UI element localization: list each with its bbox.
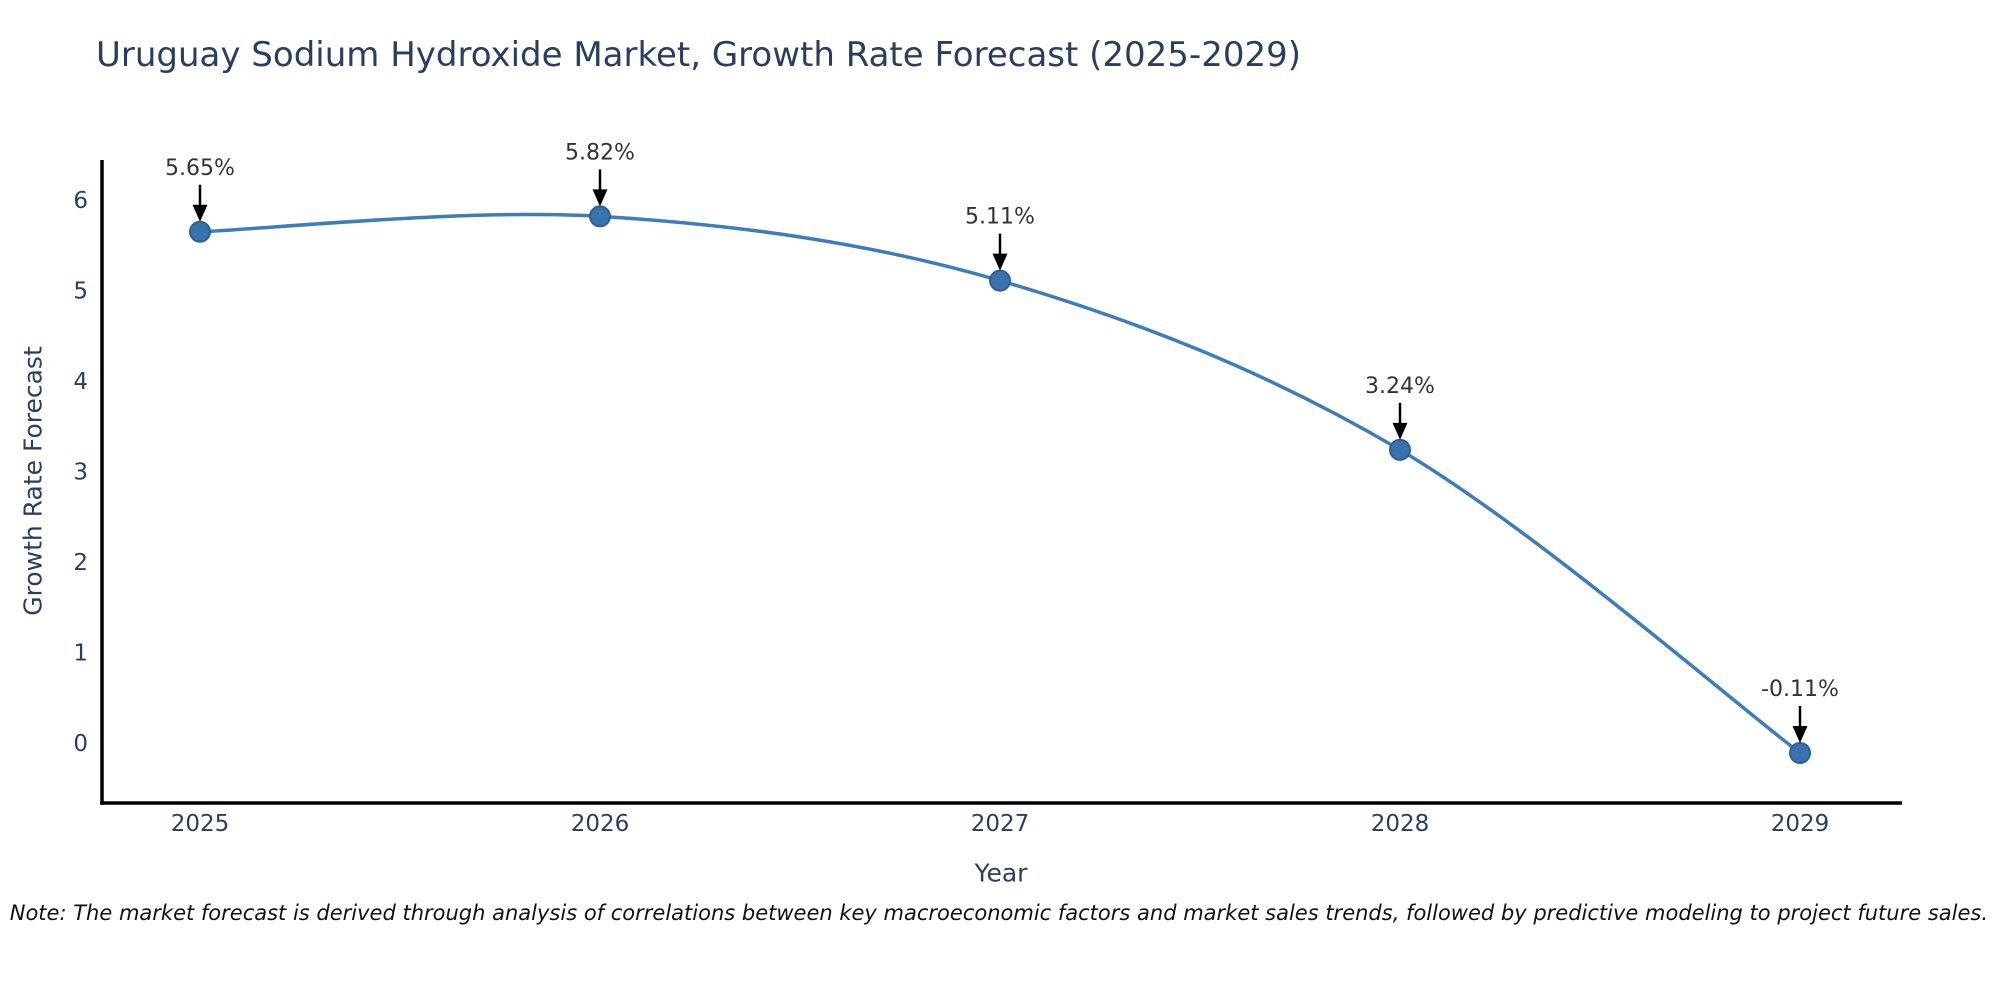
trend-line: [198, 212, 1802, 755]
x-tick-label: 2027: [971, 811, 1030, 837]
y-axis-title: Growth Rate Forecast: [18, 346, 48, 616]
annotation-label: -0.11%: [1761, 677, 1839, 702]
y-tick-label: 4: [73, 369, 88, 395]
annotation-label: 5.82%: [565, 140, 635, 165]
data-point-2028[interactable]: [1389, 438, 1411, 461]
y-tick-label: 2: [73, 550, 88, 576]
annotation-arrowhead: [592, 189, 608, 207]
annotation-arrowhead: [1792, 725, 1808, 743]
x-tick-label: 2025: [171, 811, 230, 837]
annotation-label: 5.65%: [165, 156, 235, 181]
y-tick-label: 6: [73, 188, 88, 214]
annotation-arrowhead: [1392, 422, 1408, 440]
data-point-2027[interactable]: [989, 269, 1011, 292]
y-tick-label: 5: [73, 279, 88, 305]
annotation-arrowhead: [992, 253, 1008, 271]
annotation-label: 3.24%: [1365, 374, 1435, 399]
x-axis-title: Year: [974, 858, 1028, 888]
annotation-label: 5.11%: [965, 205, 1035, 230]
x-tick-label: 2029: [1771, 811, 1830, 837]
footnote: Note: The market forecast is derived thr…: [9, 901, 1988, 925]
y-tick-label: 3: [73, 460, 88, 486]
data-point-2029[interactable]: [1789, 741, 1811, 764]
chart-title: Uruguay Sodium Hydroxide Market, Growth …: [96, 35, 1301, 75]
y-tick-label: 1: [73, 641, 88, 667]
y-tick-label: 0: [73, 731, 88, 757]
data-point-2025[interactable]: [189, 220, 211, 243]
x-tick-label: 2028: [1371, 811, 1430, 837]
x-tick-label: 2026: [571, 811, 630, 837]
data-point-2026[interactable]: [589, 205, 611, 228]
annotation-arrowhead: [192, 204, 208, 222]
